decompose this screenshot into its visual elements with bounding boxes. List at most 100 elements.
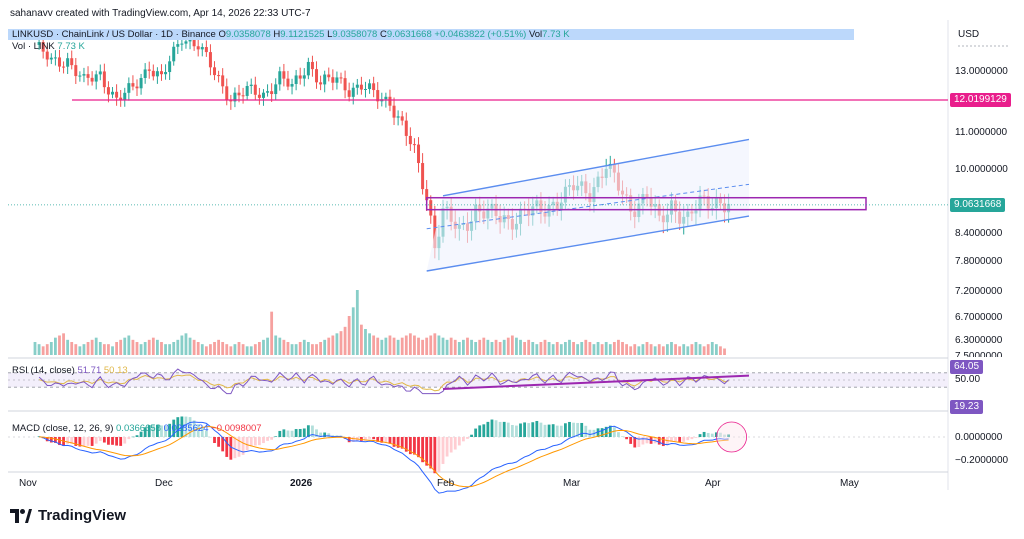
symbol-legend[interactable]: LINKUSD · ChainLink / US Dollar · 1D · B… <box>12 29 570 40</box>
candle-body <box>155 71 159 77</box>
ohlc-h-label: H <box>273 29 281 40</box>
candle-body <box>115 91 119 98</box>
macd-histogram-bar <box>551 424 555 437</box>
candle-body <box>204 47 208 53</box>
volume-bar <box>127 335 131 355</box>
volume-bar <box>608 344 612 355</box>
macd-histogram-bar <box>217 437 220 447</box>
macd-histogram-bar <box>470 434 473 437</box>
macd-legend[interactable]: MACD (close, 12, 26, 9) 0.0366658 0.0285… <box>12 423 262 434</box>
macd-histogram-bar <box>160 425 163 437</box>
macd-histogram-bar <box>494 420 498 437</box>
macd-histogram-bar <box>200 426 204 437</box>
macd-histogram-bar <box>555 425 559 437</box>
macd-signal-line <box>39 426 729 488</box>
macd-histogram-bar <box>445 437 449 457</box>
volume-bar <box>49 342 53 355</box>
candle-body <box>372 83 376 91</box>
volume-bar <box>123 337 127 355</box>
macd-histogram-bar <box>82 437 86 446</box>
candle-body <box>37 42 41 45</box>
volume-bar <box>678 346 682 355</box>
macd-histogram-bar <box>229 437 233 460</box>
candle-body <box>315 69 319 83</box>
tradingview-logo[interactable]: TradingView <box>10 507 126 524</box>
volume-bar <box>670 342 673 355</box>
volume-bar <box>437 335 441 355</box>
candle-body <box>433 215 437 249</box>
macd-histogram-bar <box>384 437 388 443</box>
macd-histogram-bar <box>372 437 376 440</box>
volume-bar <box>58 335 61 355</box>
macd-histogram-bar <box>543 424 547 437</box>
volume-bar <box>376 337 380 355</box>
last-price-badge: 9.0631668 <box>950 198 1006 212</box>
ohlc-high: 9.1121525 <box>280 29 325 40</box>
volume-bar <box>90 339 94 355</box>
candle-body <box>400 116 404 121</box>
time-label: Apr <box>705 478 721 489</box>
candle-body <box>229 100 233 102</box>
candle-body <box>323 74 327 85</box>
macd-histogram-bar <box>192 420 196 437</box>
candle-body <box>241 95 245 97</box>
volume-bar <box>298 342 302 355</box>
volume-bar <box>506 337 510 355</box>
currency-label[interactable]: USD <box>958 29 980 40</box>
candle-body <box>368 83 372 89</box>
chart-annotations[interactable] <box>8 99 948 272</box>
volume-bar <box>462 339 465 355</box>
symbol-name: LINKUSD · ChainLink / US Dollar · 1D · B… <box>12 29 216 40</box>
volume-bar <box>294 344 298 355</box>
resistance-price-badge: 12.0199129 <box>950 93 1011 107</box>
volume-bar <box>702 346 706 355</box>
candle-body <box>237 92 241 96</box>
time-label: Feb <box>437 478 455 489</box>
candle-body <box>143 69 147 78</box>
macd-histogram-bar <box>225 437 229 457</box>
macd-histogram-bar <box>302 428 306 437</box>
volume-bar <box>580 342 584 355</box>
candle-body <box>111 91 115 95</box>
volume-bar <box>417 337 420 355</box>
candle-body <box>408 135 412 145</box>
rsi-legend[interactable]: RSI (14, close) 51.71 50.13 <box>12 365 128 376</box>
volume-bars <box>33 290 726 355</box>
candle-body <box>351 87 355 97</box>
macd-histogram-bar <box>143 427 147 437</box>
macd-histogram-bar <box>278 430 282 437</box>
macd-histogram-bar <box>184 416 188 437</box>
volume-bar <box>633 344 637 355</box>
price-tick: 7.2000000 <box>955 286 1003 297</box>
macd-histogram-bar <box>364 437 367 441</box>
macd-crossover-highlight <box>716 421 747 453</box>
macd-histogram-bar <box>111 437 114 445</box>
macd-histogram-bar <box>719 432 722 437</box>
macd-histogram-bar <box>523 422 526 437</box>
macd-histogram-bar <box>502 421 506 437</box>
macd-histogram-bar <box>102 437 106 443</box>
macd-histogram-bar <box>282 429 286 437</box>
volume-bar <box>539 342 543 355</box>
macd-histogram-bar <box>388 437 392 444</box>
macd-line <box>38 421 729 494</box>
channel-mid-line <box>426 183 750 230</box>
volume-bar <box>666 344 669 355</box>
macd-histogram-bar <box>376 437 380 442</box>
volume-bar <box>421 339 424 355</box>
volume-bar <box>107 344 110 355</box>
volume-bar <box>33 342 37 355</box>
volume-bar <box>368 333 371 355</box>
volume-bar <box>502 339 506 355</box>
macd-histogram-bar <box>433 437 437 474</box>
macd-histogram-bar <box>490 419 494 437</box>
volume-bar <box>319 342 322 355</box>
volume-bar <box>723 348 726 355</box>
volume-bar <box>510 335 514 355</box>
macd-histogram-bar <box>694 437 698 438</box>
volume-bar <box>543 339 547 355</box>
macd-histogram-bar <box>535 420 539 437</box>
volume-legend[interactable]: Vol · LINK 7.73 K <box>12 41 85 52</box>
candle-body <box>257 94 261 98</box>
